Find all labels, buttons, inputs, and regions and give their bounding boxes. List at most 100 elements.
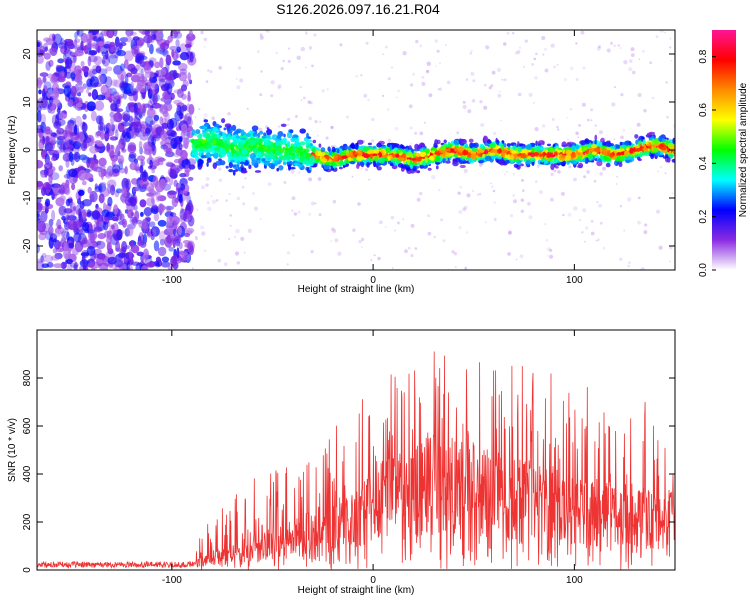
- background-cell: [669, 246, 673, 250]
- noise-cell: [110, 184, 116, 196]
- noise-cell: [123, 50, 134, 62]
- noise-cell: [75, 97, 83, 104]
- spectral-cell: [520, 153, 527, 159]
- spectral-cell: [582, 142, 587, 145]
- noise-cell: [173, 228, 177, 236]
- noise-cell: [145, 115, 154, 128]
- noise-cell: [153, 212, 160, 222]
- spectral-cell: [222, 132, 226, 139]
- spectral-cell: [455, 157, 461, 163]
- noise-cell: [133, 90, 138, 102]
- spectral-cell: [205, 132, 211, 138]
- background-cell: [428, 93, 433, 98]
- noise-cell: [48, 236, 54, 249]
- spectral-cell: [651, 144, 654, 152]
- noise-cell: [126, 224, 134, 237]
- noise-cell: [81, 122, 88, 133]
- background-cell: [300, 46, 305, 52]
- noise-cell: [181, 123, 188, 134]
- noise-cell: [153, 114, 159, 123]
- spectral-cell: [299, 128, 307, 134]
- spectral-cell: [639, 151, 643, 157]
- background-cell: [613, 44, 616, 47]
- background-cell: [259, 35, 264, 40]
- noise-cell: [63, 85, 72, 97]
- noise-cell: [112, 30, 118, 37]
- background-cell: [298, 171, 301, 174]
- spectral-cell: [571, 160, 578, 165]
- background-cell: [556, 63, 559, 66]
- spectral-cell: [462, 149, 469, 156]
- background-cell: [280, 67, 284, 71]
- noise-cell: [119, 93, 125, 98]
- spectral-cell: [278, 165, 284, 171]
- spectral-cell: [198, 134, 202, 138]
- noise-cell: [91, 43, 99, 49]
- spectral-cell: [342, 164, 346, 169]
- background-cell: [471, 189, 475, 193]
- noise-cell: [44, 208, 49, 214]
- background-cell: [458, 226, 462, 230]
- spectral-cell: [455, 145, 459, 149]
- noise-cell: [83, 44, 89, 55]
- spectral-cell: [510, 153, 514, 161]
- spectral-cell: [378, 156, 385, 164]
- noise-cell: [106, 221, 111, 227]
- noise-cell: [82, 83, 87, 90]
- background-cell: [325, 136, 329, 140]
- background-cell: [550, 197, 554, 202]
- background-cell: [637, 220, 641, 225]
- background-cell: [584, 240, 586, 243]
- background-cell: [311, 64, 314, 68]
- background-cell: [242, 203, 245, 206]
- noise-cell: [167, 190, 177, 199]
- noise-cell: [179, 208, 188, 221]
- background-cell: [470, 49, 473, 53]
- noise-cell: [149, 43, 154, 55]
- background-cell: [557, 128, 560, 131]
- background-cell: [228, 237, 231, 240]
- noise-cell: [68, 151, 74, 162]
- noise-cell: [170, 130, 177, 138]
- background-cell: [391, 267, 394, 269]
- background-cell: [616, 175, 619, 178]
- noise-cell: [58, 205, 66, 215]
- background-cell: [623, 60, 628, 65]
- noise-cell: [152, 175, 159, 186]
- noise-cell: [86, 229, 96, 234]
- noise-cell: [111, 216, 119, 222]
- noise-cell: [70, 85, 77, 97]
- noise-cell: [138, 84, 147, 93]
- noise-cell: [39, 98, 50, 111]
- spectral-cell: [282, 161, 287, 166]
- noise-cell: [52, 88, 60, 100]
- noise-cell: [74, 261, 78, 270]
- background-cell: [483, 105, 488, 110]
- background-cell: [669, 260, 671, 263]
- noise-cell: [166, 83, 173, 95]
- background-cell: [522, 65, 526, 69]
- background-cell: [590, 108, 594, 112]
- background-cell: [304, 66, 307, 69]
- noise-cell: [138, 140, 143, 150]
- noise-cell: [116, 143, 123, 150]
- background-cell: [326, 88, 329, 91]
- background-cell: [237, 66, 242, 70]
- background-cell: [360, 74, 363, 77]
- background-cell: [465, 78, 469, 81]
- background-cell: [308, 177, 313, 182]
- spectral-cell: [411, 158, 417, 161]
- background-cell: [465, 231, 469, 234]
- background-cell: [513, 199, 517, 204]
- spectral-cell: [458, 138, 462, 145]
- noise-cell: [43, 52, 51, 60]
- background-cell: [365, 41, 369, 45]
- noise-cell: [163, 142, 172, 153]
- noise-cell: [89, 76, 100, 88]
- background-cell: [598, 203, 602, 208]
- noise-cell: [115, 241, 121, 252]
- noise-cell: [158, 105, 169, 115]
- spectral-cell: [230, 146, 235, 153]
- background-cell: [299, 86, 302, 89]
- spectral-cell: [496, 141, 500, 144]
